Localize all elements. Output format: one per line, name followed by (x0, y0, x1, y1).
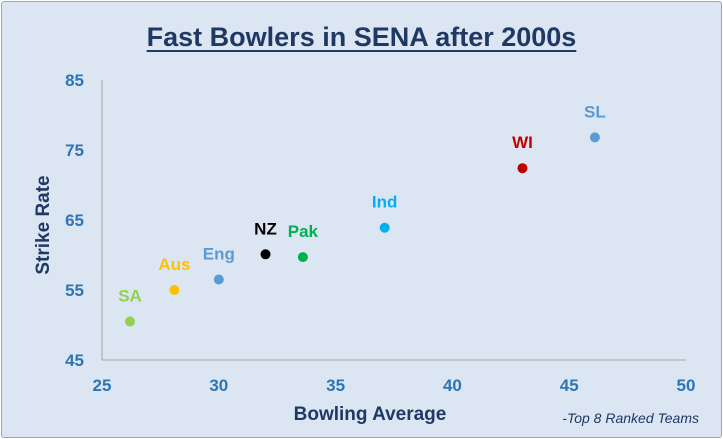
footnote: -Top 8 Ranked Teams (562, 410, 699, 426)
data-point (169, 285, 180, 295)
x-axis-label: Bowling Average (293, 404, 447, 425)
x-tick-label: 35 (326, 376, 345, 395)
data-point-label: Aus (158, 255, 190, 274)
x-tick-label: 30 (209, 376, 228, 395)
data-point (213, 274, 224, 285)
data-point-label: SL (584, 102, 606, 121)
chart-title: Fast Bowlers in SENA after 2000s (146, 22, 577, 52)
data-point (517, 163, 528, 174)
x-tick-label: 45 (560, 376, 579, 395)
x-tick-label: 40 (443, 376, 462, 395)
y-tick-label: 75 (65, 141, 84, 160)
y-tick-label: 45 (65, 351, 84, 370)
data-point (260, 249, 271, 260)
x-tick-label: 50 (677, 376, 696, 395)
data-point (297, 252, 308, 263)
data-point-label: Pak (288, 222, 319, 241)
data-point-label: SA (118, 287, 142, 306)
y-tick-label: 85 (65, 71, 84, 90)
data-point-label: Ind (372, 193, 398, 212)
y-tick-label: 65 (65, 211, 84, 230)
data-point-label: WI (512, 133, 533, 152)
y-axis-label: Strike Rate (33, 175, 54, 275)
data-point-label: Eng (203, 245, 235, 264)
data-point (589, 132, 600, 143)
y-tick-label: 55 (65, 281, 84, 300)
data-point (125, 316, 136, 327)
data-point-label: NZ (254, 219, 277, 238)
data-point (379, 222, 390, 233)
x-tick-label: 25 (93, 376, 112, 395)
